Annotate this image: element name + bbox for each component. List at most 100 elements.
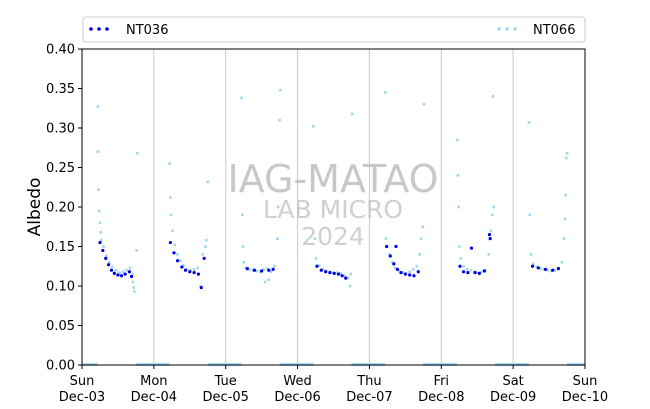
point-nt066-1-15: [204, 238, 208, 242]
point-nt036-0-2: [104, 256, 108, 260]
y-tick-label: 0.10: [46, 280, 75, 295]
point-nt066-6-15: [564, 156, 568, 160]
point-nt066-5-13: [489, 229, 493, 233]
point-nt036-4-1: [388, 254, 392, 258]
point-nt066-0-15: [128, 266, 132, 270]
point-nt036-1-9: [202, 256, 206, 260]
x-tick-label-day: Thu: [356, 374, 381, 389]
point-nt066-6-0: [527, 120, 531, 124]
point-nt066-0-11: [114, 268, 118, 272]
point-nt036-4-4: [399, 270, 403, 275]
point-nt036-1-5: [188, 270, 192, 274]
point-nt036-0-5: [112, 271, 116, 275]
x-tick-label-day: Wed: [283, 374, 311, 389]
point-nt036-2-3: [267, 268, 271, 272]
legend: NT036 NT066: [82, 16, 586, 43]
y-tick-label: 0.30: [46, 122, 75, 137]
y-tick-label: 0.25: [46, 161, 75, 176]
point-nt066-5-5: [462, 264, 466, 268]
point-nt036-1-0: [168, 240, 172, 245]
point-nt066-0-7: [102, 245, 106, 248]
x-tick-label-date: Dec-03: [59, 390, 105, 405]
point-nt036-6-3: [551, 268, 555, 272]
point-nt066-0-5: [99, 230, 103, 234]
point-nt066-4-11: [415, 264, 419, 268]
point-nt066-2-16: [278, 88, 282, 92]
point-nt066-0-3: [97, 209, 101, 213]
point-nt066-0-1: [96, 150, 100, 154]
point-nt036-5-6: [482, 269, 486, 273]
point-nt066-5-2: [457, 205, 461, 209]
x-tick-label-day: Mon: [140, 374, 167, 389]
point-nt066-1-6: [178, 259, 182, 263]
point-nt066-2-0: [240, 96, 244, 100]
point-nt066-6-1: [528, 213, 532, 217]
x-tick-label-date: Dec-09: [490, 390, 536, 405]
x-tick-label-day: Sun: [70, 374, 95, 389]
grid-lines: [153, 49, 514, 365]
legend-dot: [89, 27, 93, 31]
point-nt066-0-14: [125, 268, 129, 272]
watermark-line1: IAG-MATAO: [227, 157, 438, 201]
point-nt036-2-1: [252, 268, 257, 272]
point-nt066-2-1: [240, 213, 244, 217]
point-nt066-1-11: [196, 266, 200, 270]
point-nt066-4-9: [408, 270, 412, 274]
point-nt066-3-14: [350, 112, 354, 116]
legend-marker-nt066: [497, 27, 517, 31]
point-nt036-0-7: [119, 274, 124, 278]
x-tick-label-date: Dec-05: [203, 390, 249, 405]
y-tick-label: 0.40: [46, 43, 75, 58]
point-nt066-2-3: [242, 260, 246, 264]
point-nt066-0-10: [110, 265, 114, 269]
legend-dot: [497, 27, 501, 31]
point-nt066-5-15: [491, 94, 495, 98]
y-axis-label: Albedo: [25, 178, 45, 237]
point-nt036-5-0: [458, 264, 462, 268]
point-nt066-0-20: [135, 151, 139, 155]
point-nt036-1-2: [175, 259, 180, 263]
point-nt066-2-12: [273, 264, 277, 268]
point-nt036-0-3: [106, 263, 111, 267]
point-nt036-4-9: [394, 244, 398, 249]
point-nt066-6-13: [563, 217, 567, 221]
point-nt066-2-2: [241, 245, 245, 248]
x-tick-label-day: Tue: [214, 374, 237, 389]
point-nt036-0-9: [127, 270, 132, 274]
point-nt066-1-3: [171, 229, 175, 233]
point-nt066-0-21: [135, 248, 139, 252]
point-nt036-3-6: [340, 274, 344, 278]
point-nt066-0-2: [97, 188, 101, 192]
point-nt036-4-0: [385, 244, 389, 249]
point-nt066-5-1: [456, 173, 460, 177]
legend-marker-nt036: [89, 27, 109, 31]
point-nt036-4-5: [403, 272, 407, 276]
point-nt066-3-13: [349, 272, 353, 276]
watermark-line3: 2024: [301, 222, 365, 251]
x-axis: SunDec-03MonDec-04TueDec-05WedDec-06ThuD…: [59, 365, 608, 405]
point-nt066-0-0: [96, 105, 100, 109]
point-nt036-3-2: [323, 270, 328, 274]
point-nt036-1-6: [192, 270, 196, 275]
point-nt036-2-0: [245, 267, 249, 271]
point-nt036-0-1: [101, 248, 105, 253]
point-nt036-5-2: [466, 270, 470, 275]
x-tick-label-date: Dec-10: [562, 390, 608, 405]
point-nt036-4-6: [408, 273, 412, 277]
legend-label-nt036: NT036: [126, 23, 168, 38]
point-nt066-0-9: [107, 260, 111, 264]
point-nt036-5-4: [473, 270, 477, 275]
x-tick-label-date: Dec-04: [131, 390, 177, 405]
y-tick-label: 0.00: [46, 359, 75, 374]
point-nt066-3-1: [313, 237, 317, 241]
point-nt066-5-16: [492, 205, 496, 209]
point-nt066-0-8: [104, 254, 108, 258]
point-nt036-2-4: [271, 267, 275, 272]
point-nt036-3-5: [336, 272, 341, 276]
legend-dot: [505, 27, 509, 31]
point-nt066-0-18: [132, 286, 136, 290]
y-tick-label: 0.05: [46, 319, 75, 334]
point-nt066-2-13: [275, 237, 279, 241]
point-nt066-5-7: [469, 268, 473, 272]
point-nt066-1-13: [201, 252, 205, 256]
